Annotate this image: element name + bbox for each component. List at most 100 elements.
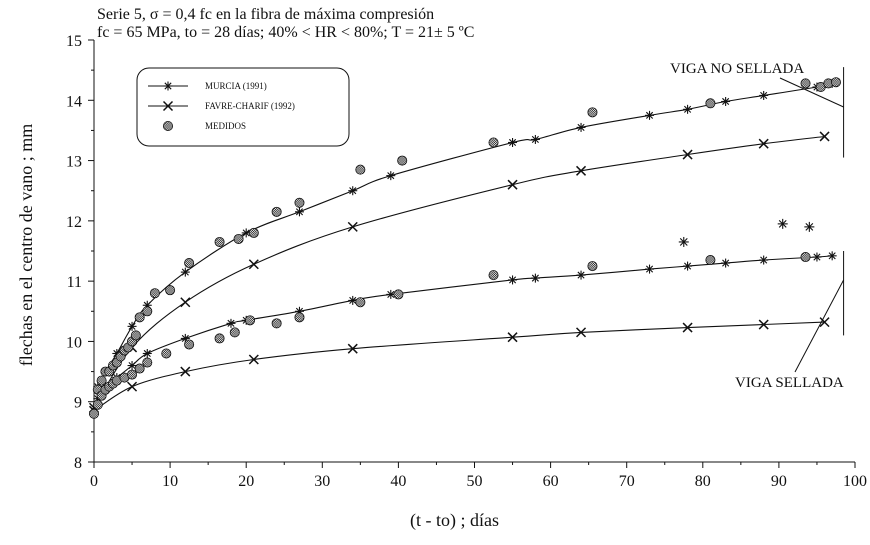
annotations: VIGA NO SELLADA VIGA SELLADA: [670, 61, 845, 391]
medidos-point: [127, 369, 138, 380]
murcia-point: [576, 270, 586, 280]
x-stroke: [507, 332, 518, 343]
star-stroke: [760, 256, 768, 264]
medidos-point: [184, 339, 195, 350]
fit-curve: [93, 321, 825, 412]
x-stroke: [682, 322, 693, 333]
medidos-point: [355, 164, 366, 175]
murcia-point: [530, 134, 540, 144]
murcia-point: [759, 90, 769, 100]
medidos-point: [245, 315, 256, 326]
data-marks: [88, 77, 841, 419]
x-tick-label: 40: [390, 473, 406, 490]
star-stroke: [143, 349, 151, 358]
star-stroke: [778, 219, 787, 228]
y-tick-label: 12: [66, 214, 82, 231]
x-tick-label: 10: [162, 473, 178, 490]
x-stroke: [180, 297, 191, 308]
star-stroke: [684, 105, 692, 113]
x-stroke: [576, 327, 587, 338]
medidos-point: [149, 288, 160, 299]
y-axis-title: flechas en el centro de vano ; mm: [16, 124, 36, 366]
medidos-point: [800, 78, 811, 89]
murcia-point: [827, 251, 837, 261]
x-stroke: [248, 259, 259, 270]
x-stroke: [127, 381, 138, 392]
x-tick-label: 100: [843, 473, 867, 490]
murcia-point: [721, 258, 731, 268]
x-stroke: [347, 221, 358, 232]
star-stroke: [349, 296, 357, 305]
murcia-point: [576, 122, 586, 132]
legend-label: MURCIA (1991): [205, 81, 267, 91]
annotation-viga-no-sellada: VIGA NO SELLADA: [670, 61, 804, 77]
medidos-point: [214, 236, 225, 247]
star-stroke: [722, 259, 730, 267]
star-stroke: [577, 271, 585, 279]
y-tick-label: 14: [66, 93, 82, 110]
murcia-point: [645, 110, 655, 120]
chart-title: Serie 5, σ = 0,4 fc en la fibra de máxim…: [97, 6, 435, 23]
medidos-point: [229, 327, 240, 338]
legend-label: MEDIDOS: [205, 121, 246, 131]
medidos-point: [214, 333, 225, 344]
fit-curve: [93, 135, 825, 408]
medidos-point: [165, 285, 176, 296]
legend: MURCIA (1991) FAVRE-CHARIF (1992) MEDIDOS: [136, 67, 350, 147]
favre-charif-point: [682, 322, 693, 333]
y-tick-label: 13: [66, 154, 82, 171]
medidos-point: [830, 77, 841, 88]
star-stroke: [577, 123, 585, 131]
star-stroke: [813, 253, 821, 261]
favre-charif-point: [180, 366, 191, 377]
favre-charif-point: [507, 179, 518, 190]
x-tick-label: 50: [467, 473, 483, 490]
medidos-point: [142, 357, 153, 368]
murcia-point: [127, 321, 137, 331]
y-tick-label: 10: [66, 334, 82, 351]
medidos-point: [134, 363, 145, 374]
favre-charif-point: [127, 381, 138, 392]
annotation-leader: [794, 279, 845, 373]
medidos-point: [89, 408, 100, 419]
x-tick-label: 0: [90, 473, 98, 490]
murcia-point: [645, 264, 655, 274]
star-stroke: [387, 290, 395, 298]
star-stroke: [679, 238, 688, 246]
annotation-viga-sellada: VIGA SELLADA: [735, 375, 844, 391]
star-stroke: [645, 111, 654, 119]
medidos-point: [233, 233, 244, 244]
legend-star-icon: [163, 81, 173, 91]
murcia-point: [530, 273, 540, 283]
outlier-star-point: [777, 218, 788, 229]
favre-charif-point: [576, 165, 587, 176]
star-stroke: [531, 274, 539, 282]
murcia-point: [386, 171, 396, 181]
x-tick-label: 90: [771, 473, 787, 490]
star-stroke: [128, 361, 136, 370]
x-stroke: [758, 138, 769, 149]
medidos-point: [130, 330, 141, 341]
axes: 8 9 10 11 12 13 14 15 0 10 20 30 40 50 60 70 80 90 100 (t -…: [16, 33, 867, 531]
favre-charif-point: [819, 131, 830, 142]
star-stroke: [227, 319, 235, 327]
murcia-point: [127, 361, 137, 371]
star-stroke: [722, 97, 730, 106]
x-stroke: [248, 354, 259, 365]
x-stroke: [180, 366, 191, 377]
legend-box: [136, 67, 350, 147]
x-tick-label: 60: [543, 473, 559, 490]
legend-label: FAVRE-CHARIF (1992): [205, 101, 295, 111]
medidos-point: [92, 399, 103, 410]
star-stroke: [349, 187, 357, 195]
medidos-point: [96, 375, 107, 386]
legend-x-icon: [162, 100, 174, 112]
favre-charif-point: [758, 319, 769, 330]
x-stroke: [507, 179, 518, 190]
star-stroke: [387, 172, 395, 180]
y-tick-label: 8: [74, 455, 82, 472]
medidos-point: [705, 255, 716, 266]
fit-curve: [97, 255, 833, 399]
medidos-point: [271, 206, 282, 217]
